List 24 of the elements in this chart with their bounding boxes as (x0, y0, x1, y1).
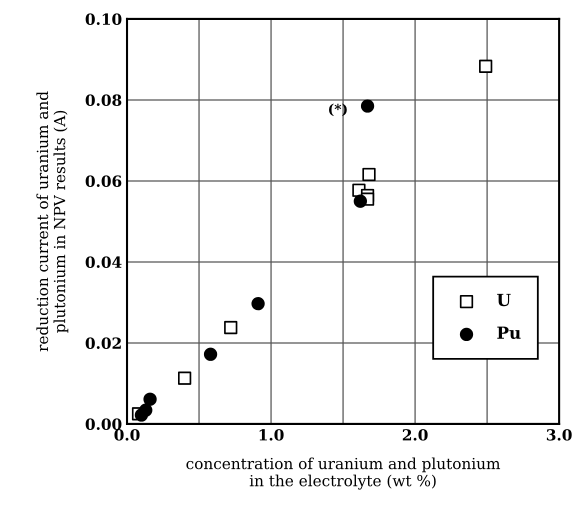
point (354, 194, 367, 208)
y-tick-label: 0.02 (86, 337, 121, 349)
point (204, 348, 218, 361)
point (360, 99, 374, 113)
point (251, 297, 265, 310)
y-axis-title: reduction current of uranium and plutonium in NPV results (A) (36, 91, 68, 352)
x-tick-label: 0.0 (114, 429, 140, 441)
x-axis-title: concentration of uranium and plutonium in the electrolyte (wt %) (186, 457, 500, 490)
point (178, 372, 192, 385)
point (224, 320, 238, 334)
point (362, 168, 376, 182)
point (143, 392, 157, 406)
y-tick-label: 0.04 (86, 256, 122, 268)
x-tick-label: 1.0 (260, 429, 284, 441)
point (139, 404, 152, 417)
point (479, 60, 492, 73)
y-tick-label: 0.10 (86, 13, 122, 25)
x-tick-label: 3.0 (546, 429, 572, 441)
y-tick-label: 0.08 (86, 94, 122, 106)
x-tick-label: 2.0 (402, 429, 428, 441)
legend-label: U (497, 294, 511, 306)
y-tick-label: 0.00 (86, 418, 122, 430)
legend-label: Pu (497, 326, 521, 340)
y-tick-label: 0.06 (86, 175, 122, 187)
